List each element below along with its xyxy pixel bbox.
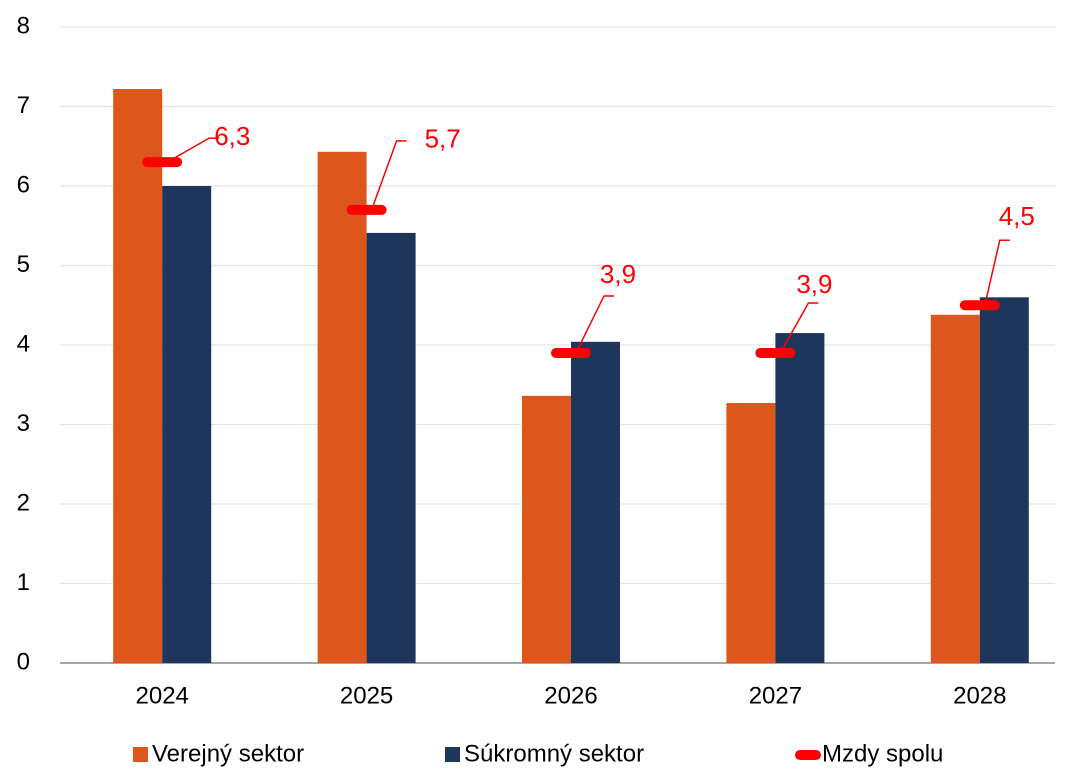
legend-label: Verejný sektor [152, 740, 304, 767]
leader-line [370, 140, 407, 211]
bar [113, 89, 163, 663]
y-tick-label: 5 [17, 251, 30, 278]
bar [775, 333, 825, 663]
y-tick-label: 3 [17, 410, 30, 437]
bar [726, 403, 776, 663]
y-tick-label: 4 [17, 330, 30, 357]
x-tick-label: 2026 [544, 682, 597, 709]
x-tick-label: 2028 [953, 682, 1006, 709]
legend-swatch [445, 747, 460, 762]
bar [930, 314, 980, 663]
data-label: 3,9 [600, 259, 636, 289]
y-tick-label: 8 [17, 12, 30, 39]
data-label: 5,7 [425, 124, 461, 154]
bar [571, 341, 620, 663]
y-tick-label: 2 [17, 489, 30, 516]
y-tick-label: 6 [17, 171, 30, 198]
legend-swatch [133, 747, 148, 762]
x-tick-label: 2024 [136, 682, 189, 709]
bar [162, 186, 212, 663]
data-label: 3,9 [796, 269, 832, 299]
bar [979, 297, 1029, 663]
data-label: 6,3 [214, 121, 250, 151]
legend-label: Súkromný sektor [464, 740, 644, 767]
leader-line [984, 239, 1010, 306]
y-tick-label: 0 [17, 648, 30, 675]
leader-line [575, 295, 614, 354]
data-label: 4,5 [999, 201, 1035, 231]
y-tick-label: 7 [17, 92, 30, 119]
bar [522, 395, 571, 663]
x-tick-label: 2027 [749, 682, 802, 709]
legend-label: Mzdy spolu [822, 740, 943, 767]
x-tick-label: 2025 [340, 682, 393, 709]
bar [366, 232, 416, 663]
bar [317, 151, 367, 663]
leader-line [166, 137, 220, 163]
y-tick-label: 1 [17, 569, 30, 596]
leader-line [779, 302, 819, 354]
